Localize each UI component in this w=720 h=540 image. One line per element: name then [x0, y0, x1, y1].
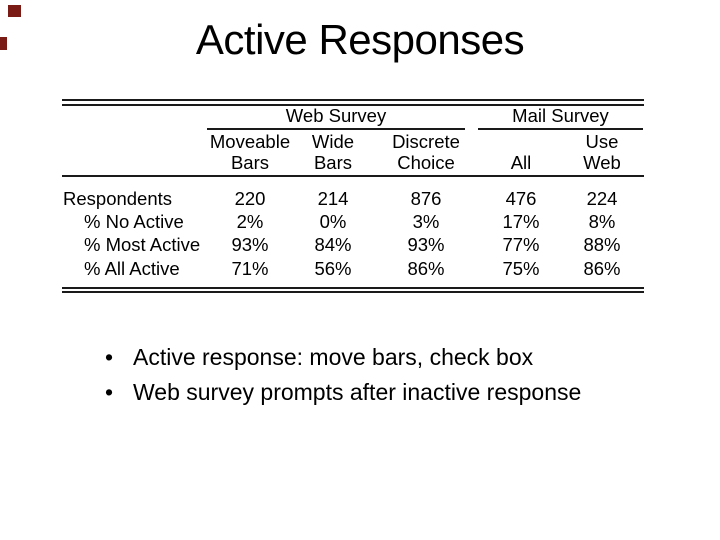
table-value: 876 [410, 188, 442, 209]
table-value: 8% [588, 211, 616, 232]
table-value: 2% [236, 211, 264, 232]
column-header: Wide [311, 131, 355, 152]
web-survey-spanner-rule [207, 128, 465, 130]
table-value: 93% [407, 234, 445, 255]
row-label: Respondents [63, 188, 173, 209]
column-header: Bars [313, 152, 353, 173]
table-value: 56% [314, 258, 352, 279]
slide-accent-mark-left [0, 37, 7, 50]
table-value: 86% [583, 258, 621, 279]
table-value: 224 [586, 188, 618, 209]
bullet-icon: • [105, 379, 114, 405]
slide-accent-mark-top [8, 5, 21, 17]
table-value: 71% [231, 258, 269, 279]
table-value: 0% [319, 211, 347, 232]
column-group-mail-survey: Mail Survey [512, 105, 609, 126]
row-label: % All Active [84, 258, 180, 279]
table-value: 17% [502, 211, 540, 232]
column-header: Use [585, 131, 619, 152]
table-value: 220 [234, 188, 266, 209]
column-header: Choice [397, 152, 455, 173]
table-bottom-rule-lower [62, 291, 644, 293]
column-header: Web [583, 152, 621, 173]
bullet-item: • Active response: move bars, check box [0, 342, 720, 372]
table-top-rule-upper [62, 99, 644, 101]
table-bottom-rule-upper [62, 287, 644, 289]
row-label: % Most Active [84, 234, 201, 255]
bullet-text: Web survey prompts after inactive respon… [133, 379, 582, 405]
table-value: 476 [505, 188, 537, 209]
table-value: 77% [502, 234, 540, 255]
table-value: 84% [314, 234, 352, 255]
row-label: % No Active [84, 211, 184, 232]
table-value: 93% [231, 234, 269, 255]
table-value: 88% [583, 234, 621, 255]
slide-title: Active Responses [195, 16, 525, 63]
table-header-rule [62, 175, 644, 177]
column-group-web-survey: Web Survey [285, 105, 387, 126]
bullet-text: Active response: move bars, check box [133, 344, 534, 370]
table-value: 214 [317, 188, 349, 209]
column-header: Moveable [209, 131, 291, 152]
table-value: 3% [412, 211, 440, 232]
column-header: Bars [230, 152, 270, 173]
bullet-icon: • [105, 344, 114, 370]
table-top-rule-lower [62, 104, 644, 106]
column-header: Discrete [392, 131, 460, 152]
column-header: All [510, 152, 532, 173]
table-value: 75% [502, 258, 540, 279]
table-value: 86% [407, 258, 445, 279]
bullet-item: • Web survey prompts after inactive resp… [0, 377, 720, 407]
mail-survey-spanner-rule [478, 128, 643, 130]
